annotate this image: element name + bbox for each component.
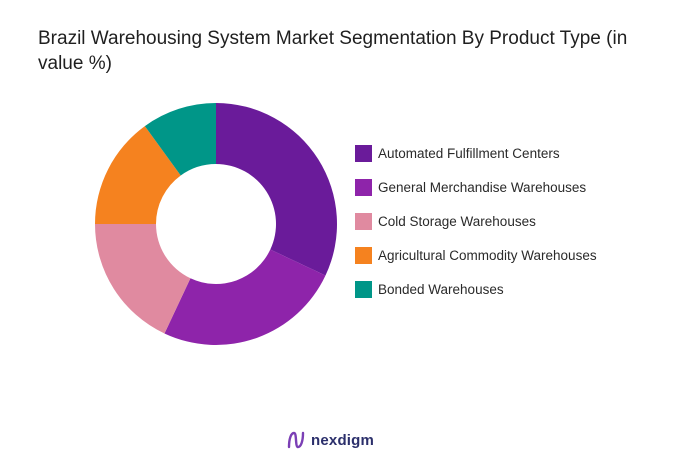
legend-item: Agricultural Commodity Warehouses [355, 245, 597, 266]
nexdigm-logo-icon [287, 431, 305, 449]
chart-legend: Automated Fulfillment Centers General Mer… [355, 143, 597, 313]
donut-slice-2 [164, 249, 326, 345]
legend-label: Bonded Warehouses [378, 282, 504, 297]
donut-slice-4 [95, 126, 181, 224]
legend-item: Bonded Warehouses [355, 279, 597, 300]
legend-swatch [355, 179, 372, 196]
donut-slice-5 [144, 103, 216, 176]
legend-item: Cold Storage Warehouses [355, 211, 597, 232]
legend-label: Agricultural Commodity Warehouses [378, 248, 597, 263]
donut-slice-1 [216, 103, 337, 276]
legend-label: Cold Storage Warehouses [378, 214, 536, 229]
legend-item: General Merchandise Warehouses [355, 177, 597, 198]
brand-logo: nexdigm [286, 429, 374, 451]
legend-swatch [355, 247, 372, 264]
chart-title: Brazil Warehousing System Market Segment… [38, 28, 628, 74]
legend-item: Automated Fulfillment Centers [355, 143, 597, 164]
legend-swatch [355, 145, 372, 162]
legend-swatch [355, 213, 372, 230]
legend-label: General Merchandise Warehouses [378, 180, 587, 195]
donut-slice-3 [95, 224, 191, 334]
legend-swatch [355, 281, 372, 298]
legend-label: Automated Fulfillment Centers [378, 146, 560, 161]
brand-name: nexdigm [311, 431, 375, 449]
